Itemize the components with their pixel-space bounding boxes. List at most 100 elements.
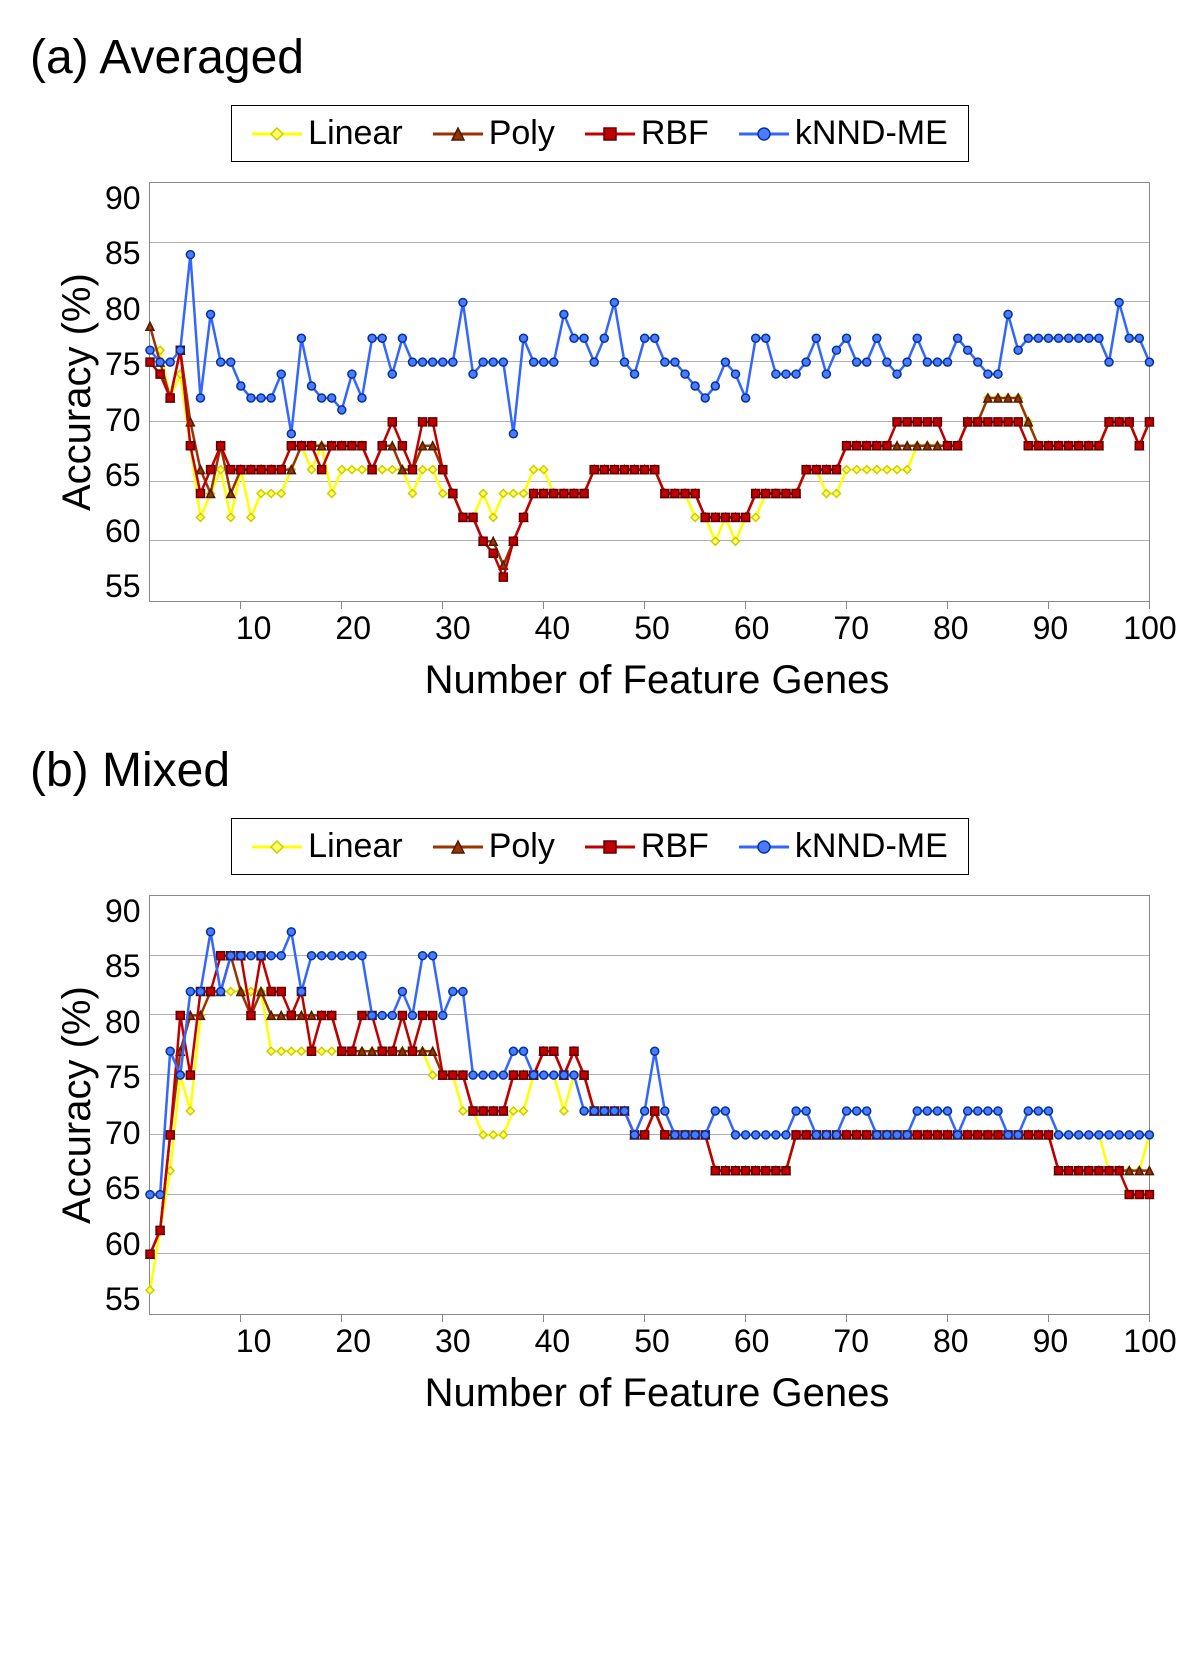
square-icon (751, 490, 759, 498)
square-icon (1054, 1167, 1062, 1175)
series-line (150, 350, 1149, 577)
xtick-label: 30 (435, 1323, 471, 1360)
ytick-label: 90 (105, 182, 141, 214)
ylabel-a: Accuracy (%) (50, 182, 105, 602)
circle-icon (983, 1107, 991, 1115)
triangle-icon (933, 442, 941, 450)
circle-icon (1024, 334, 1032, 342)
circle-icon (701, 394, 709, 402)
square-icon (721, 1167, 729, 1175)
diamond-icon (903, 466, 911, 474)
square-icon (1034, 442, 1042, 450)
diamond-icon (731, 537, 739, 545)
diamond-icon (196, 513, 204, 521)
diamond-icon (489, 513, 497, 521)
square-icon (408, 466, 416, 474)
square-icon (156, 370, 164, 378)
diamond-icon (267, 490, 275, 498)
circle-icon (368, 334, 376, 342)
square-icon (368, 466, 376, 474)
circle-icon (963, 346, 971, 354)
circle-icon (337, 406, 345, 414)
diamond-icon (327, 490, 335, 498)
diamond-icon (862, 466, 870, 474)
circle-icon (1135, 334, 1143, 342)
square-icon (953, 442, 961, 450)
series-line (150, 255, 1149, 434)
circle-icon (994, 370, 1002, 378)
circle-icon (953, 334, 961, 342)
circle-icon (156, 1191, 164, 1199)
circle-icon (933, 1107, 941, 1115)
square-icon (903, 418, 911, 426)
square-icon (1004, 418, 1012, 426)
square-icon (509, 537, 517, 545)
circle-icon (297, 988, 305, 996)
circle-icon (771, 1131, 779, 1139)
circle-icon (610, 298, 618, 306)
circle-icon (1105, 1131, 1113, 1139)
square-icon (761, 1167, 769, 1175)
square-icon (307, 442, 315, 450)
diamond-icon (489, 1131, 497, 1139)
square-icon (499, 573, 507, 581)
triangle-icon (368, 1047, 376, 1055)
series-line (150, 992, 1149, 1291)
circle-icon (792, 370, 800, 378)
triangle-icon (428, 1047, 436, 1055)
triangle-icon (913, 442, 921, 450)
circle-icon (358, 394, 366, 402)
xtick-label: 40 (535, 610, 571, 647)
diamond-icon (509, 1107, 517, 1115)
circle-icon (1115, 1131, 1123, 1139)
circle-icon (489, 358, 497, 366)
square-icon (741, 1167, 749, 1175)
circle-icon (267, 394, 275, 402)
circle-icon (388, 1011, 396, 1019)
diamond-icon (529, 466, 537, 474)
xtick (240, 1314, 241, 1322)
square-icon (236, 466, 244, 474)
xtick-label: 30 (435, 610, 471, 647)
square-icon (721, 513, 729, 521)
ytick-label: 60 (105, 515, 141, 547)
xtick (543, 601, 544, 609)
diamond-icon (358, 466, 366, 474)
circle-icon (1135, 1131, 1143, 1139)
circle-icon (640, 334, 648, 342)
square-icon (1125, 1191, 1133, 1199)
square-icon (832, 466, 840, 474)
circle-icon (610, 1107, 618, 1115)
circle-icon (751, 1131, 759, 1139)
square-icon (1064, 1167, 1072, 1175)
diamond-icon (267, 1047, 275, 1055)
circle-icon (499, 358, 507, 366)
circle-icon (640, 1107, 648, 1115)
circle-icon (226, 952, 234, 960)
diamond-icon (751, 513, 759, 521)
circle-icon (327, 394, 335, 402)
square-icon (388, 418, 396, 426)
legend-item: kNND-ME (739, 114, 948, 153)
square-icon (206, 988, 214, 996)
panel-b-title: (b) Mixed (30, 743, 1180, 798)
plot-a (149, 182, 1150, 602)
square-icon (923, 1131, 931, 1139)
square-icon (1135, 1191, 1143, 1199)
circle-icon (428, 952, 436, 960)
yaxis-a: 9085807570656055 (105, 182, 149, 602)
diamond-icon (852, 466, 860, 474)
circle-icon (1064, 334, 1072, 342)
triangle-icon (923, 442, 931, 450)
circle-icon (529, 358, 537, 366)
square-icon (307, 1047, 315, 1055)
square-icon (196, 490, 204, 498)
square-icon (640, 466, 648, 474)
ytick-label: 80 (105, 1006, 141, 1038)
xtick-label: 80 (933, 1323, 969, 1360)
circle-icon (671, 1131, 679, 1139)
legend-item: kNND-ME (739, 827, 948, 866)
circle-icon (519, 1047, 527, 1055)
circle-icon (973, 1107, 981, 1115)
square-icon (893, 418, 901, 426)
